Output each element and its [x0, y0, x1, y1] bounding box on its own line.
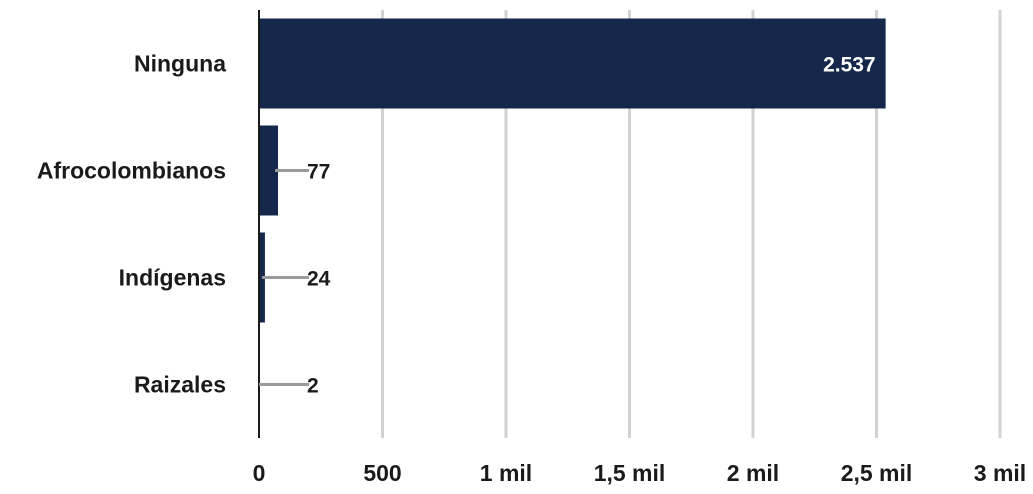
value-label: 24 — [307, 268, 331, 291]
bar — [259, 125, 279, 216]
x-tick-label: 1 mil — [480, 460, 532, 486]
value-label: 2 — [307, 375, 319, 398]
value-label: 77 — [307, 161, 330, 184]
x-tick-label: 0 — [253, 460, 266, 486]
value-label: 2.537 — [823, 54, 876, 77]
category-label: Afrocolombianos — [37, 158, 226, 184]
x-tick-label: 2,5 mil — [841, 460, 913, 486]
labels: 0 500 1 mil 1,5 mil 2 mil 2,5 mil 3 mil Ninguna… — [37, 51, 1026, 487]
x-tick-label: 2 mil — [727, 460, 779, 486]
x-tick-label: 3 mil — [974, 460, 1026, 486]
x-tick-label: 1,5 mil — [594, 460, 666, 486]
category-label: Indígenas — [119, 265, 226, 291]
category-label: Raizales — [134, 372, 226, 398]
bar — [259, 18, 886, 109]
bars — [259, 18, 886, 430]
x-tick-label: 500 — [363, 460, 401, 486]
category-label: Ninguna — [134, 51, 226, 77]
